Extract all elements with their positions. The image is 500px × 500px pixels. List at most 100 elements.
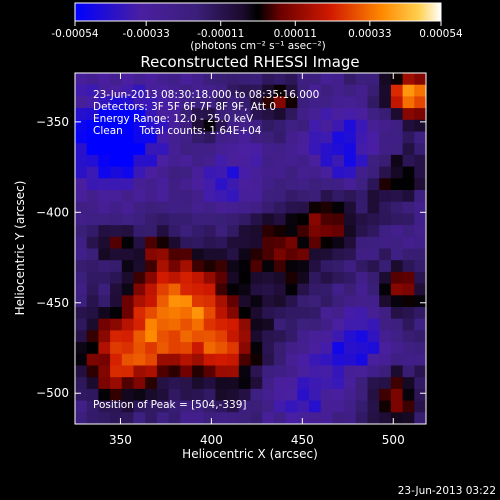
heatmap-cell <box>168 225 181 238</box>
heatmap-cell <box>203 365 216 378</box>
heatmap-cell <box>320 84 333 97</box>
heatmap-cell <box>156 330 170 343</box>
heatmap-cell <box>285 400 298 413</box>
heatmap-cell <box>402 131 415 144</box>
heatmap-cell <box>390 342 404 355</box>
heatmap-cell <box>402 190 415 203</box>
heatmap-cell <box>414 190 426 203</box>
heatmap-cell <box>320 330 333 343</box>
heatmap-cell <box>344 96 357 109</box>
heatmap-cell <box>168 412 181 424</box>
heatmap-cell <box>320 388 333 402</box>
heatmap-cell <box>180 330 193 343</box>
heatmap-cell <box>215 73 228 86</box>
heatmap-cell <box>98 108 111 121</box>
heatmap-cell <box>297 236 310 250</box>
heatmap-cell <box>215 412 228 424</box>
heatmap-cell <box>273 213 287 226</box>
heatmap-cell <box>262 119 275 133</box>
heatmap-cell <box>344 330 357 343</box>
heatmap-cell <box>215 108 228 121</box>
heatmap-cell <box>180 400 193 413</box>
heatmap-cell <box>227 342 240 355</box>
heatmap-cell <box>133 73 146 86</box>
heatmap-cell <box>273 119 287 133</box>
heatmap-cell <box>390 365 404 378</box>
heatmap-cell <box>355 166 369 179</box>
heatmap-cell <box>238 353 252 367</box>
heatmap-cell <box>262 166 275 179</box>
heatmap-cell <box>168 365 181 378</box>
heatmap-cell <box>250 154 263 168</box>
heatmap-cell <box>262 283 275 296</box>
heatmap-cell <box>227 271 240 285</box>
heatmap-cell <box>238 178 252 191</box>
colorbar: -0.00054 -0.00033 -0.00011 0.00011 0.00033 0.… <box>51 2 463 52</box>
heatmap-cell <box>98 377 111 390</box>
heatmap-cell <box>227 225 240 238</box>
heatmap-cell <box>86 178 99 191</box>
heatmap-cell <box>121 283 135 296</box>
heatmap-cell <box>332 295 345 308</box>
heatmap-cell <box>320 412 333 424</box>
heatmap-cell <box>192 143 205 156</box>
heatmap-cell <box>332 190 345 203</box>
heatmap-cell <box>168 201 181 214</box>
heatmap-cell <box>145 108 158 121</box>
heatmap-cell <box>309 84 322 97</box>
heatmap-cell <box>110 377 123 390</box>
heatmap-cell <box>379 260 392 273</box>
heatmap-cell <box>285 143 298 156</box>
heatmap-cell <box>390 190 404 203</box>
heatmap-cell <box>320 154 333 168</box>
heatmap-cell <box>215 307 228 320</box>
heatmap-cell <box>203 342 216 355</box>
heatmap-cell <box>121 131 135 144</box>
heatmap-cell <box>156 178 170 191</box>
heatmap-cell <box>262 353 275 367</box>
heatmap-cell <box>180 307 193 320</box>
heatmap-cell <box>320 353 333 367</box>
heatmap-cell <box>297 353 310 367</box>
heatmap-cell <box>297 283 310 296</box>
heatmap-cell <box>414 295 426 308</box>
x-tick-label: 450 <box>291 433 314 447</box>
heatmap-cell <box>227 131 240 144</box>
heatmap-cell <box>414 353 426 367</box>
heatmap-cell <box>355 400 369 413</box>
heatmap-cell <box>262 190 275 203</box>
heatmap-cell <box>367 119 380 133</box>
heatmap-cell <box>379 143 392 156</box>
heatmap-cell <box>203 201 216 214</box>
heatmap-cell <box>390 400 404 413</box>
heatmap-cell <box>344 73 357 86</box>
heatmap-cell <box>227 84 240 97</box>
heatmap-cell <box>98 143 111 156</box>
heatmap-cell <box>192 388 205 402</box>
heatmap-cell <box>180 388 193 402</box>
heatmap-cell <box>390 166 404 179</box>
heatmap-cell <box>75 166 88 179</box>
heatmap-cell <box>192 365 205 378</box>
heatmap-cell <box>285 236 298 250</box>
heatmap-cell <box>344 318 357 331</box>
heatmap-cell <box>227 166 240 179</box>
heatmap-cell <box>297 295 310 308</box>
heatmap-cell <box>273 201 287 214</box>
plot-frame <box>74 72 427 425</box>
heatmap-cell <box>133 377 146 390</box>
heatmap-cell <box>203 260 216 273</box>
heatmap-cell <box>309 283 322 296</box>
heatmap-cell <box>402 154 415 168</box>
heatmap-cell <box>297 342 310 355</box>
heatmap-cell <box>133 190 146 203</box>
heatmap-cell <box>285 201 298 214</box>
heatmap-cell <box>215 201 228 214</box>
heatmap-cell <box>250 248 263 261</box>
heatmap-cell <box>309 236 322 250</box>
heatmap-cell <box>145 283 158 296</box>
heatmap-cell <box>75 213 88 226</box>
heatmap-cell <box>75 295 88 308</box>
heatmap-cell <box>156 73 170 86</box>
